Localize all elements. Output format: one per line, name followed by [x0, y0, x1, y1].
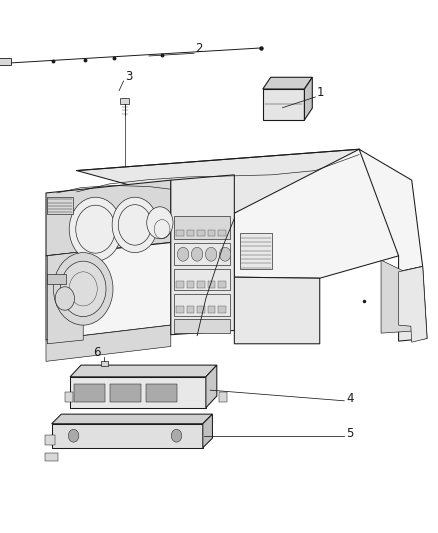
Circle shape [219, 247, 231, 261]
FancyBboxPatch shape [120, 98, 129, 104]
FancyBboxPatch shape [70, 377, 206, 408]
FancyBboxPatch shape [197, 281, 205, 288]
FancyBboxPatch shape [240, 233, 272, 269]
FancyBboxPatch shape [65, 392, 73, 402]
FancyBboxPatch shape [45, 435, 55, 445]
FancyBboxPatch shape [197, 230, 205, 236]
Polygon shape [206, 365, 217, 408]
Polygon shape [399, 266, 427, 342]
FancyBboxPatch shape [146, 384, 177, 402]
FancyBboxPatch shape [47, 274, 66, 284]
FancyBboxPatch shape [208, 230, 215, 236]
Polygon shape [234, 277, 320, 344]
FancyBboxPatch shape [176, 281, 184, 288]
FancyBboxPatch shape [187, 230, 194, 236]
FancyBboxPatch shape [74, 384, 105, 402]
FancyBboxPatch shape [187, 306, 194, 313]
FancyBboxPatch shape [45, 453, 58, 461]
Polygon shape [46, 325, 171, 361]
Polygon shape [304, 77, 312, 120]
Polygon shape [47, 252, 83, 344]
FancyBboxPatch shape [174, 294, 230, 316]
FancyBboxPatch shape [197, 306, 205, 313]
Text: 4: 4 [346, 392, 353, 406]
Polygon shape [70, 365, 217, 377]
Circle shape [68, 430, 79, 442]
FancyBboxPatch shape [218, 306, 226, 313]
FancyBboxPatch shape [218, 281, 226, 288]
Circle shape [53, 253, 113, 325]
FancyBboxPatch shape [52, 424, 203, 448]
Text: 3: 3 [125, 70, 132, 83]
FancyBboxPatch shape [47, 197, 73, 214]
Polygon shape [234, 149, 399, 278]
FancyBboxPatch shape [110, 384, 141, 402]
Polygon shape [77, 149, 390, 213]
Text: 2: 2 [195, 42, 203, 55]
Polygon shape [171, 175, 234, 335]
Text: 5: 5 [346, 427, 353, 440]
FancyBboxPatch shape [263, 89, 304, 120]
Text: 6: 6 [93, 345, 100, 359]
Circle shape [177, 247, 189, 261]
Polygon shape [52, 414, 212, 424]
Polygon shape [46, 180, 171, 256]
FancyBboxPatch shape [176, 306, 184, 313]
Circle shape [55, 287, 74, 310]
Polygon shape [399, 266, 427, 341]
FancyBboxPatch shape [219, 392, 227, 402]
Text: 1: 1 [317, 86, 324, 99]
FancyBboxPatch shape [174, 269, 230, 290]
Polygon shape [203, 414, 212, 448]
FancyBboxPatch shape [187, 281, 194, 288]
FancyBboxPatch shape [101, 361, 108, 366]
Circle shape [69, 197, 122, 261]
FancyBboxPatch shape [208, 281, 215, 288]
Circle shape [191, 247, 203, 261]
Circle shape [205, 247, 217, 261]
FancyBboxPatch shape [174, 216, 230, 239]
FancyBboxPatch shape [174, 319, 230, 333]
FancyBboxPatch shape [176, 230, 184, 236]
Polygon shape [359, 149, 423, 272]
FancyBboxPatch shape [0, 58, 11, 65]
Polygon shape [46, 243, 171, 340]
FancyBboxPatch shape [208, 306, 215, 313]
Polygon shape [381, 260, 421, 333]
FancyBboxPatch shape [218, 230, 226, 236]
Circle shape [147, 207, 173, 239]
FancyBboxPatch shape [174, 243, 230, 265]
Circle shape [60, 261, 106, 317]
Circle shape [171, 430, 182, 442]
Polygon shape [263, 77, 312, 89]
Circle shape [112, 197, 158, 253]
